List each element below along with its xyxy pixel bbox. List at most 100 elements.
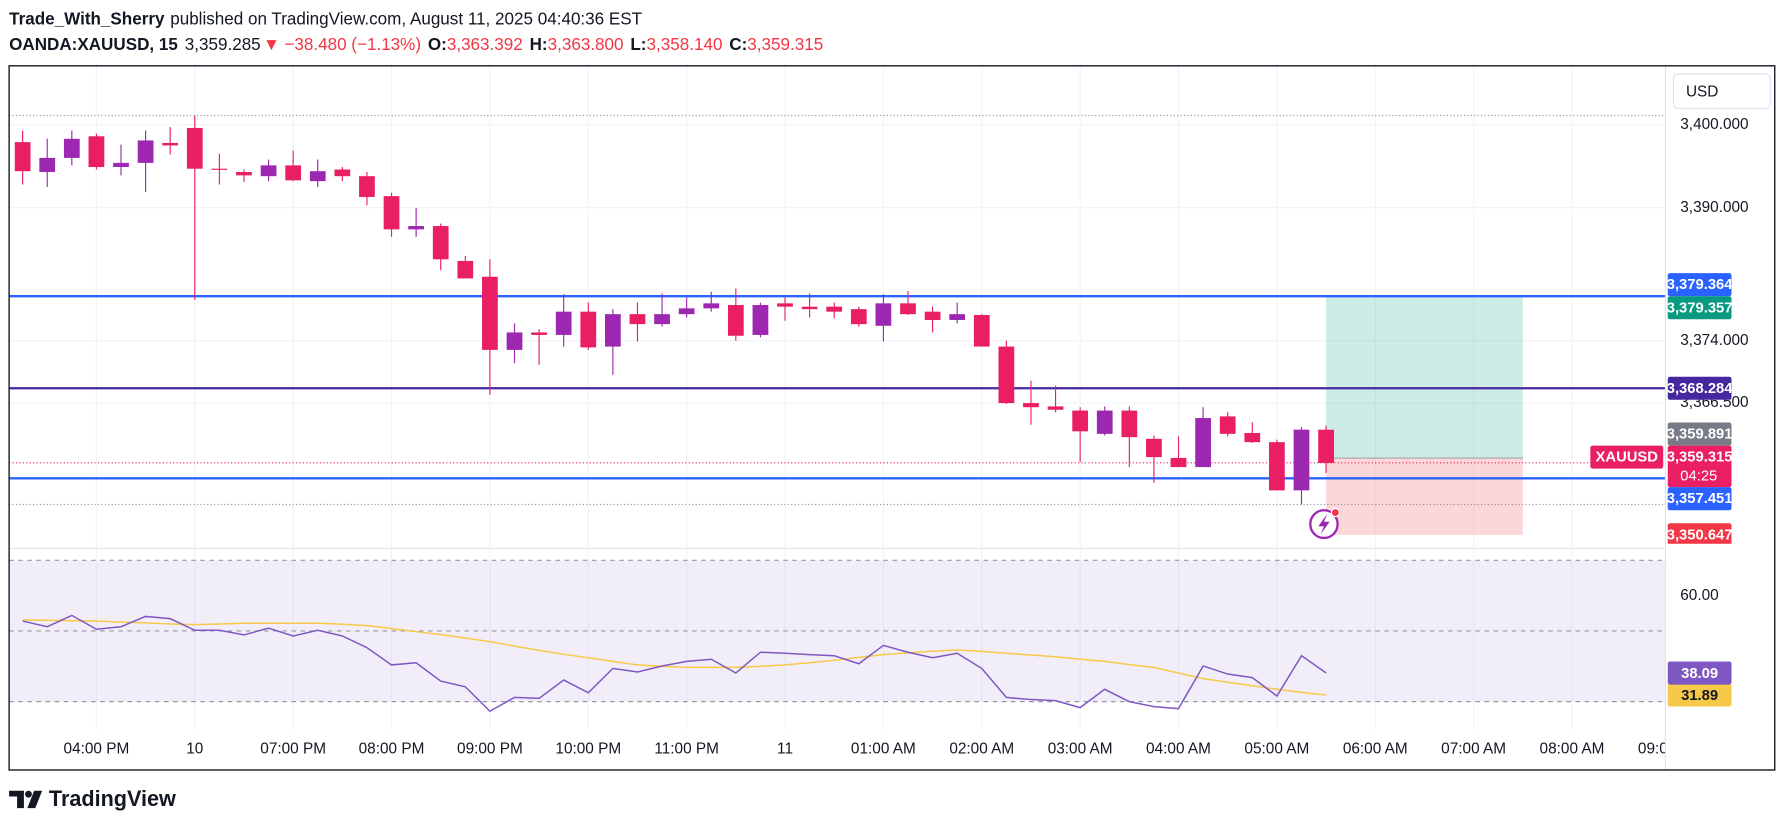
price-tag xyxy=(1667,296,1732,320)
candle-body xyxy=(211,168,228,170)
candle-body xyxy=(678,308,695,315)
price-tag-label: 3,357.451 xyxy=(1667,491,1733,507)
alert-bolt xyxy=(1318,513,1330,535)
candle-body xyxy=(654,314,670,325)
x-tick-label: 08:00 PM xyxy=(359,740,425,757)
x-tick-label: 10 xyxy=(186,740,203,757)
price-tag-label: 3,350.647 xyxy=(1667,527,1733,543)
candle-body xyxy=(1072,410,1089,432)
candle-body xyxy=(1318,429,1334,463)
x-tick-label: 08:00 AM xyxy=(1540,740,1605,757)
x-tick-label: 04:00 AM xyxy=(1146,740,1211,757)
ohlc-key: L: xyxy=(630,33,646,53)
candle-body xyxy=(752,305,769,335)
candle-body xyxy=(801,306,818,310)
price-tag xyxy=(1667,487,1732,511)
y-tick-label: 3,390.000 xyxy=(1680,199,1748,216)
price-tag xyxy=(1667,422,1732,446)
candle-body xyxy=(531,332,547,335)
y-tick-label: 3,374.000 xyxy=(1680,332,1748,349)
x-tick-label: 07:00 AM xyxy=(1441,740,1506,757)
price-tag xyxy=(1667,523,1732,544)
x-tick-label: 02:00 AM xyxy=(949,740,1014,757)
alert-dot xyxy=(1330,507,1340,518)
candle-body xyxy=(580,311,597,348)
candle-body xyxy=(555,311,572,335)
x-tick-label: 10:00 PM xyxy=(555,740,621,757)
candle-body xyxy=(359,176,375,197)
axes: 3,400.0003,390.0003,374.0003,366.50060.0… xyxy=(1667,116,1749,707)
logo: TradingView xyxy=(9,786,176,811)
candle-body xyxy=(162,142,179,146)
candle-body xyxy=(973,314,990,347)
candle-body xyxy=(900,303,916,315)
y-tick-label: 3,400.000 xyxy=(1680,116,1748,133)
indicator-line xyxy=(22,614,1327,713)
last: 3,359.285 xyxy=(185,33,261,53)
candle-body xyxy=(432,226,449,260)
candle-body xyxy=(1244,433,1261,443)
indicator-tag-label: 38.09 xyxy=(1681,666,1718,682)
candle-body xyxy=(924,311,941,320)
profit-zone xyxy=(1326,296,1523,459)
x-tick-label: 07:00 PM xyxy=(260,740,326,757)
header-line-2: OANDA:XAUUSD, 15 3,359.285 ▼ −38.480 (−1.13… xyxy=(9,33,823,53)
candle-body xyxy=(1293,429,1310,491)
y-tick-label: 60.00 xyxy=(1680,587,1718,604)
candle-body xyxy=(850,309,867,325)
x-tick-label: 11:00 PM xyxy=(654,740,719,757)
candle-body xyxy=(14,142,31,172)
candle-body xyxy=(39,157,56,173)
candle-body xyxy=(285,165,302,181)
candle-body xyxy=(777,303,793,307)
brand: TradingView xyxy=(49,786,176,811)
price-tag xyxy=(1667,273,1732,297)
candle-body xyxy=(1047,406,1064,410)
ohlc-key: O: xyxy=(428,33,447,53)
plot-area: 04:00 PM 10 07:00 PM 08:00 PM 09:00 PM 10:00 … xyxy=(9,65,1703,757)
candle-body xyxy=(629,314,646,325)
x-tick-label: 09:00 PM xyxy=(457,740,523,757)
price-tag-label: 3,368.284 xyxy=(1667,381,1733,397)
candle-body xyxy=(703,303,720,309)
candle-body xyxy=(1023,403,1039,408)
candle-body xyxy=(506,332,523,350)
candle-body xyxy=(408,226,424,230)
price-tag xyxy=(1667,376,1732,400)
logo-mark xyxy=(27,790,43,809)
x-tick-label: 01:00 AM xyxy=(851,740,916,757)
indicator-line xyxy=(22,619,1327,696)
candle-body xyxy=(727,305,744,336)
symbol-tag-label: XAUUSD xyxy=(1596,450,1659,466)
indicator-tag xyxy=(1667,661,1732,685)
symbol: OANDA:XAUUSD, 15 xyxy=(9,33,178,53)
chart-frame xyxy=(8,65,1776,771)
candle-body xyxy=(1269,442,1285,491)
candle-body xyxy=(826,306,843,312)
logo-dot xyxy=(25,790,32,798)
x-tick-label: 09:00 AM xyxy=(1638,740,1703,757)
ohlc-key: C: xyxy=(729,33,747,53)
candle-body xyxy=(236,172,252,176)
candle-body xyxy=(457,260,474,279)
candle-body xyxy=(949,314,966,320)
x-tick-label: 06:00 AM xyxy=(1343,740,1408,757)
candle-body xyxy=(1146,438,1162,458)
candle-body xyxy=(334,169,351,177)
candle-body xyxy=(137,140,154,163)
countdown: 04:25 xyxy=(1680,469,1717,485)
alert-icon[interactable] xyxy=(1309,507,1340,540)
candle-body xyxy=(63,138,80,158)
x-tick-label: 11 xyxy=(777,740,793,757)
candle-body xyxy=(88,136,105,168)
price-tags: 3,379.364 3,379.357 3,368.284 3,359.891 3,35… xyxy=(1590,273,1733,544)
arrow: ▼ xyxy=(263,33,280,53)
currency-box[interactable] xyxy=(1672,73,1771,110)
logo-mark xyxy=(9,790,24,809)
header-line-1: Trade_With_Sherry published on TradingVie… xyxy=(9,8,642,28)
candle-body xyxy=(186,127,203,169)
candle-body xyxy=(1096,410,1113,434)
